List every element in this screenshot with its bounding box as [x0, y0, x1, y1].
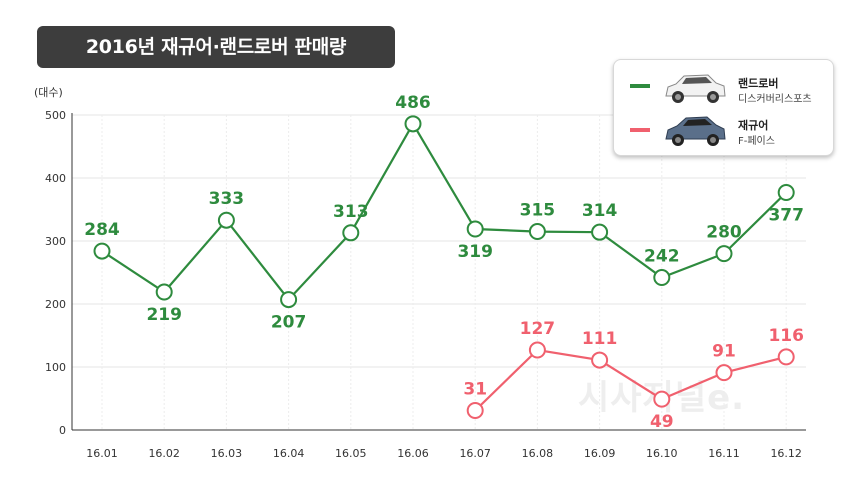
data-point	[155, 283, 173, 301]
x-tick-label: 16.04	[273, 447, 305, 460]
x-tick-label: 16.12	[770, 447, 802, 460]
legend-brand-landrover: 랜드로버	[738, 77, 779, 90]
x-tick-label: 16.08	[522, 447, 554, 460]
data-label: 280	[706, 223, 742, 243]
data-label: 111	[582, 329, 618, 349]
data-label: 127	[520, 319, 556, 339]
legend-item-jaguar: 재규어 F-페이스	[614, 110, 833, 150]
data-point	[653, 390, 671, 408]
legend-brand-jaguar: 재규어	[738, 119, 769, 132]
series-line-0	[101, 121, 787, 302]
data-point	[280, 291, 298, 309]
x-tick-label: 16.01	[86, 447, 118, 460]
data-label: 207	[271, 313, 307, 333]
blue-suv-car-icon	[665, 116, 726, 146]
data-point	[528, 341, 546, 359]
y-tick-label: 300	[45, 235, 66, 248]
data-point	[528, 223, 546, 241]
y-tick-label: 200	[45, 298, 66, 311]
data-point	[777, 183, 795, 201]
y-tick-label: 500	[45, 109, 66, 122]
legend-item-landrover: 랜드로버 디스커버리스포츠	[614, 68, 833, 108]
y-axis-unit-label: (대수)	[34, 86, 63, 99]
x-tick-label: 16.02	[148, 447, 180, 460]
y-tick-label: 0	[59, 424, 66, 437]
x-tick-label: 16.10	[646, 447, 678, 460]
y-tick-label: 400	[45, 172, 66, 185]
x-tick-label: 16.11	[708, 447, 740, 460]
x-tick-label: 16.07	[459, 447, 491, 460]
x-tick-label: 16.05	[335, 447, 367, 460]
legend-model-landrover: 디스커버리스포츠	[738, 94, 812, 105]
legend-swatch-jaguar	[630, 128, 650, 132]
data-point	[591, 351, 609, 369]
data-label: 333	[209, 189, 245, 209]
x-tick-label: 16.03	[211, 447, 243, 460]
data-point	[715, 245, 733, 263]
data-label: 31	[463, 379, 487, 399]
data-label: 49	[650, 412, 674, 432]
legend-swatch-landrover	[630, 84, 650, 88]
data-point	[777, 348, 795, 366]
data-label: 284	[84, 220, 120, 240]
data-label: 219	[146, 305, 182, 325]
chart-legend: 랜드로버 디스커버리스포츠 재규어 F-페이스	[613, 59, 834, 156]
data-point	[466, 401, 484, 419]
data-point	[715, 364, 733, 382]
data-label: 116	[768, 326, 804, 346]
data-point	[466, 220, 484, 238]
series-line-1	[474, 348, 787, 412]
data-label: 486	[395, 93, 431, 113]
data-point	[93, 242, 111, 260]
data-label: 319	[457, 242, 493, 262]
data-label: 315	[520, 201, 556, 221]
white-suv-car-icon	[665, 74, 726, 103]
data-label: 242	[644, 247, 680, 267]
data-point	[342, 224, 360, 242]
data-label: 313	[333, 202, 369, 222]
data-point	[653, 269, 671, 287]
data-label: 91	[712, 342, 736, 362]
data-label: 314	[582, 201, 618, 221]
data-label: 377	[768, 205, 804, 225]
data-point	[217, 211, 235, 229]
x-tick-label: 16.09	[584, 447, 616, 460]
data-point	[591, 223, 609, 241]
legend-model-jaguar: F-페이스	[738, 136, 775, 147]
x-tick-label: 16.06	[397, 447, 429, 460]
data-point	[404, 115, 422, 133]
y-tick-label: 100	[45, 361, 66, 374]
chart-title: 2016년 재규어·랜드로버 판매량	[37, 26, 395, 68]
